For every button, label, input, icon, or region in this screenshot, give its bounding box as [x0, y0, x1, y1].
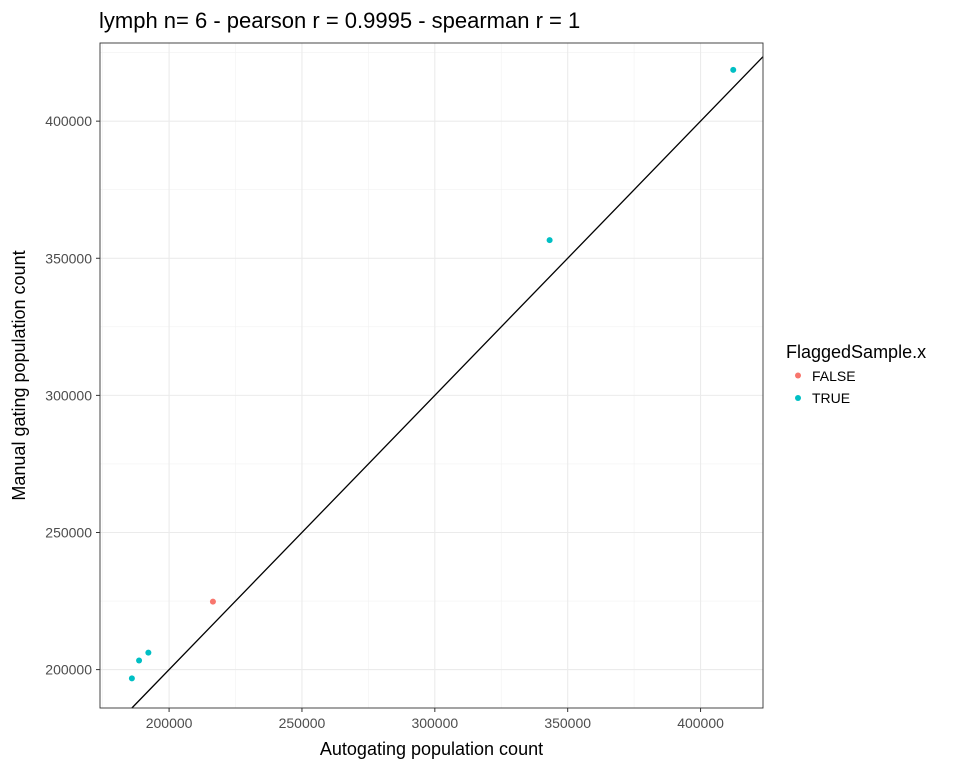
- x-axis-ticks: 200000 250000 300000 350000 400000: [146, 708, 724, 731]
- data-point-true-5: [730, 66, 737, 73]
- x-tick-label: 250000: [279, 715, 326, 731]
- legend-key-false: [795, 372, 801, 379]
- y-tick-label: 250000: [45, 524, 92, 540]
- y-tick-label: 400000: [45, 113, 92, 129]
- reference-line-group: [131, 56, 764, 709]
- legend-label-false: FALSE: [812, 368, 856, 384]
- y-tick-label: 300000: [45, 387, 92, 403]
- y-tick-label: 200000: [45, 662, 92, 678]
- legend-key-true: [795, 395, 801, 401]
- legend-title: FlaggedSample.x: [786, 342, 926, 362]
- major-grid: [100, 43, 763, 708]
- minor-grid: [100, 43, 763, 708]
- identity-reference-line: [131, 56, 764, 709]
- x-axis-title: Autogating population count: [320, 739, 543, 759]
- data-point-true-3: [145, 649, 152, 656]
- y-axis-ticks: 200000 250000 300000 350000 400000: [45, 113, 100, 678]
- data-point-false-1: [209, 598, 216, 605]
- plot-panel-border: [99, 42, 764, 709]
- plot-panel: [100, 43, 763, 708]
- data-points: [128, 66, 737, 682]
- x-tick-label: 400000: [677, 715, 724, 731]
- x-tick-label: 200000: [146, 715, 193, 731]
- data-point-true-1: [128, 675, 135, 682]
- y-tick-label: 350000: [45, 250, 92, 266]
- legend-label-true: TRUE: [812, 390, 850, 406]
- x-tick-label: 300000: [411, 715, 458, 731]
- chart-title: lymph n= 6 - pearson r = 0.9995 - spearm…: [99, 8, 580, 33]
- data-point-true-4: [546, 237, 553, 244]
- y-axis-title: Manual gating population count: [9, 250, 29, 500]
- x-tick-label: 350000: [544, 715, 591, 731]
- legend: FlaggedSample.x FALSE TRUE: [786, 342, 926, 406]
- data-point-true-2: [136, 657, 143, 664]
